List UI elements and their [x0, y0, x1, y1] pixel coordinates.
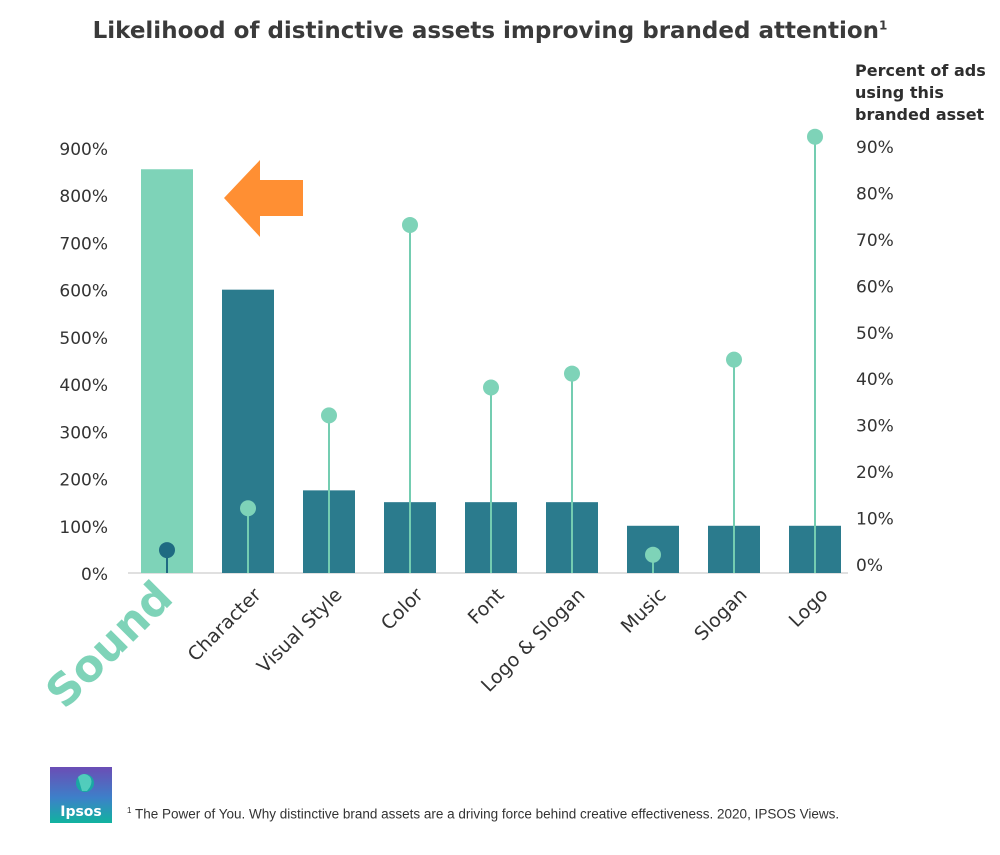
chart: 0% 100% 200% 300% 400% 500% 600% 700% 800% 900% 0…	[36, 128, 894, 718]
x-axis-label: Logo	[785, 584, 833, 632]
lollipop-dot	[240, 500, 256, 517]
right-axis-tick-label: 80%	[856, 184, 894, 204]
left-axis-tick-label: 0%	[81, 565, 108, 585]
x-axis-label: Character	[184, 584, 266, 666]
x-axis-label: Music	[617, 584, 671, 638]
ipsos-logo: Ipsos	[50, 767, 112, 823]
ipsos-logo-text: Ipsos	[60, 804, 102, 820]
lollipop-dot	[321, 407, 337, 424]
left-axis-tick-label: 700%	[59, 234, 108, 254]
chart-title: Likelihood of distinctive assets improvi…	[0, 18, 980, 44]
ipsos-logo-graphic	[50, 767, 112, 823]
left-axis: 0% 100% 200% 300% 400% 500% 600% 700% 800% 900%	[59, 140, 108, 585]
right-axis-tick-label: 60%	[856, 277, 894, 297]
right-axis-tick-label: 20%	[856, 463, 894, 483]
left-axis-tick-label: 900%	[59, 140, 108, 160]
lollipop-series	[159, 128, 823, 573]
right-axis-tick-label: 0%	[856, 556, 883, 576]
chart-title-text: Likelihood of distinctive assets improvi…	[92, 18, 880, 44]
right-axis-title: Percent of ads using this branded asset	[855, 61, 986, 124]
right-axis-tick-label: 90%	[856, 138, 894, 158]
left-axis-tick-label: 500%	[59, 329, 108, 349]
footnote: 1 The Power of You. Why distinctive bran…	[127, 806, 839, 822]
highlight-arrow-icon	[224, 160, 303, 237]
lollipop-dot	[807, 128, 823, 145]
lollipop-dot	[159, 542, 175, 559]
left-axis-tick-label: 800%	[59, 187, 108, 207]
title-footnote-marker: 1	[879, 18, 888, 33]
lollipop-dot	[483, 379, 499, 396]
lollipop-dot	[402, 216, 418, 233]
right-axis-tick-label: 10%	[856, 510, 894, 530]
lollipop-dot	[645, 546, 661, 563]
right-axis-tick-label: 30%	[856, 417, 894, 437]
x-axis-label: Font	[464, 584, 509, 629]
x-label-highlight: Sound	[36, 572, 182, 718]
x-axis-label: Visual Style	[253, 584, 347, 678]
left-axis-tick-label: 400%	[59, 376, 108, 396]
left-axis-tick-label: 100%	[59, 518, 108, 538]
left-axis-tick-label: 600%	[59, 282, 108, 302]
right-axis-tick-label: 70%	[856, 231, 894, 251]
lollipop-dot	[564, 365, 580, 382]
left-axis-tick-label: 200%	[59, 471, 108, 491]
footnote-marker: 1	[127, 806, 132, 815]
right-axis-tick-label: 50%	[856, 324, 894, 344]
bar-sound	[141, 169, 193, 573]
right-axis-tick-label: 40%	[856, 370, 894, 390]
left-axis-tick-label: 300%	[59, 423, 108, 443]
footnote-text: The Power of You. Why distinctive brand …	[134, 806, 840, 822]
x-axis-label: Color	[377, 584, 428, 635]
lollipop-dot	[726, 351, 742, 368]
x-axis-label: Slogan	[690, 584, 751, 645]
right-axis: 0% 10% 20% 30% 40% 50% 60% 70% 80% 90%	[856, 138, 894, 576]
